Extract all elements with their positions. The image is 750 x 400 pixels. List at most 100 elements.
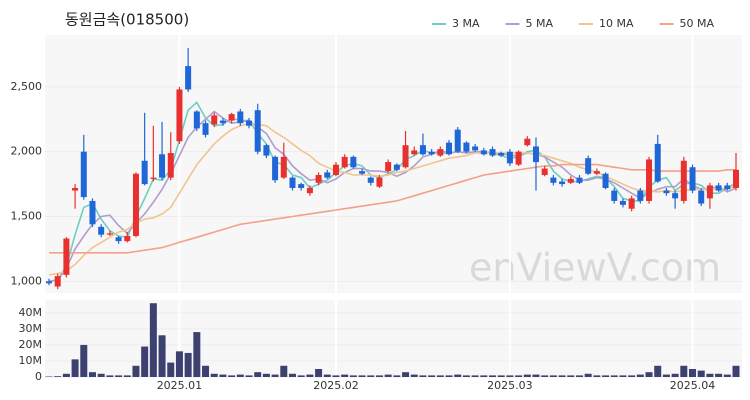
volume-bar — [384, 374, 392, 377]
volume-bar — [428, 375, 436, 377]
ma-line — [49, 163, 736, 254]
volume-bar — [323, 374, 331, 377]
volume-bar — [662, 374, 670, 377]
candle-body — [559, 181, 566, 185]
legend-label: 3 MA — [452, 17, 480, 30]
candle-body — [480, 150, 487, 155]
candle-body — [98, 226, 105, 235]
volume-bar — [489, 375, 497, 377]
candle-body — [324, 172, 331, 178]
volume-bar — [123, 375, 131, 377]
candle-body — [402, 145, 409, 168]
candle-body — [393, 164, 400, 170]
candle-body — [141, 160, 148, 185]
candle-body — [306, 187, 313, 194]
volume-bar — [480, 375, 488, 377]
volume-bar — [532, 374, 540, 377]
volume-bar — [271, 374, 279, 377]
volume-bar — [567, 375, 575, 377]
volume-bar — [628, 375, 636, 377]
chart-title: 동원금속(018500) — [65, 11, 189, 29]
volume-bar — [654, 365, 662, 377]
candle-body — [689, 167, 696, 191]
candle-body — [585, 158, 592, 174]
candle-body — [515, 151, 522, 165]
candle-body — [454, 129, 461, 152]
candle-body — [428, 151, 435, 155]
y-tick-label: 20M — [19, 338, 43, 351]
candle-body — [106, 233, 113, 235]
volume-bar — [645, 372, 653, 377]
volume-bar — [106, 375, 114, 377]
candle-body — [541, 168, 548, 176]
candle-body — [733, 169, 739, 188]
x-tick-label: 2025.03 — [487, 379, 533, 392]
volume-bar — [419, 375, 427, 377]
candle-body — [593, 171, 600, 174]
volume-bar — [393, 375, 401, 377]
volume-bar — [367, 375, 375, 377]
x-tick-label: 2025.04 — [670, 379, 716, 392]
candle-body — [628, 198, 635, 209]
candle-body — [298, 184, 305, 188]
volume-bar — [280, 365, 288, 377]
candle-body — [159, 154, 166, 178]
volume-bar — [558, 375, 566, 377]
volume-panel — [45, 300, 742, 377]
y-tick-label: 0 — [35, 370, 42, 383]
candle-body — [54, 276, 61, 287]
y-tick-label: 10M — [19, 354, 43, 367]
volume-bar — [584, 373, 592, 377]
volume-bar — [219, 374, 227, 377]
volume-bar — [80, 344, 88, 377]
volume-bar — [210, 373, 218, 377]
candle-body — [446, 142, 453, 155]
volume-bar — [575, 375, 583, 377]
volume-bar — [71, 359, 79, 377]
candle-body — [411, 150, 418, 155]
candle-body — [72, 187, 79, 191]
candle-body — [263, 145, 270, 156]
volume-bar — [149, 303, 157, 377]
volume-bar — [523, 374, 531, 377]
volume-bar — [88, 372, 96, 377]
volume-bar — [610, 375, 618, 377]
candle-body — [254, 110, 261, 152]
candle-body — [115, 237, 122, 242]
y-tick-label: 30M — [19, 322, 43, 335]
volume-bar — [549, 375, 557, 377]
volume-bar — [436, 375, 444, 377]
volume-bar — [62, 373, 70, 377]
candle-body — [706, 185, 713, 199]
volume-bar — [541, 375, 549, 377]
volume-bar — [410, 374, 418, 377]
candle-body — [489, 149, 496, 156]
volume-bar — [515, 375, 523, 377]
volume-bar — [732, 365, 740, 377]
volume-bar — [497, 375, 505, 377]
volume-bar — [454, 374, 462, 377]
volume-bar — [236, 374, 244, 377]
candle-body — [419, 145, 426, 155]
candle-body — [532, 146, 539, 163]
candle-body — [237, 111, 244, 124]
candle-body — [367, 177, 374, 183]
candle-body — [167, 152, 174, 178]
candle-body — [332, 164, 339, 176]
y-tick-label: 2,000 — [11, 145, 43, 158]
candle-body — [211, 115, 218, 125]
candle-body — [602, 173, 609, 188]
volume-bar — [288, 373, 296, 377]
candle-body — [150, 177, 157, 179]
volume-bar — [445, 375, 453, 377]
candle-body — [228, 114, 235, 121]
volume-bar — [115, 375, 123, 377]
volume-bar — [706, 373, 714, 377]
volume-bar — [375, 375, 383, 377]
volume-bar — [97, 373, 105, 377]
candle-body — [611, 190, 618, 201]
volume-bar — [671, 373, 679, 377]
volume-bar — [506, 375, 514, 377]
volume-bar — [593, 375, 601, 377]
